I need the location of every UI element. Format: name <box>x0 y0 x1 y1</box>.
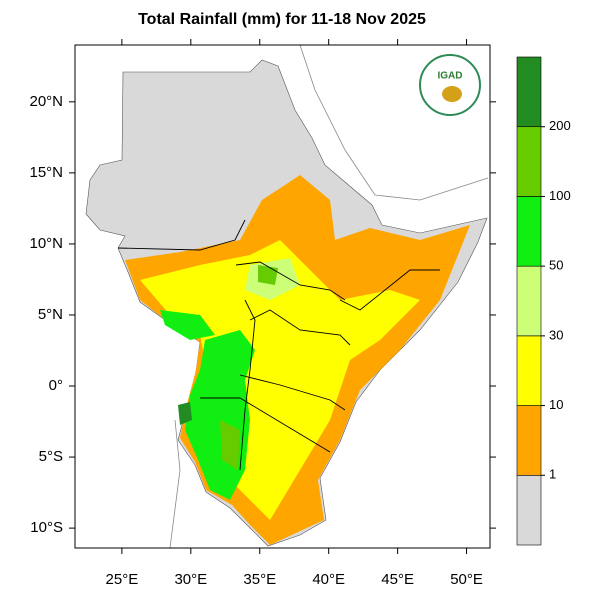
x-tick-label: 25°E <box>106 571 139 588</box>
y-tick-label: 20°N <box>29 93 63 110</box>
map-area: IGAD <box>85 44 489 549</box>
rain-area <box>258 265 278 285</box>
y-tick-label: 10°S <box>30 519 63 536</box>
y-tick-label: 10°N <box>29 235 63 252</box>
chart-title: Total Rainfall (mm) for 11-18 Nov 2025 <box>138 11 426 28</box>
x-tick-label: 45°E <box>381 571 414 588</box>
y-tick-label: 15°N <box>29 164 63 181</box>
y-tick-label: 0° <box>49 377 63 394</box>
colorbar-box <box>516 335 542 406</box>
y-tick-label: 5°N <box>38 306 63 323</box>
rain-area <box>178 402 192 425</box>
colorbar-label: 1 <box>549 467 556 482</box>
colorbar-box <box>516 474 542 546</box>
y-tick-label: 5°S <box>39 448 63 465</box>
colorbar-label: 30 <box>549 327 563 342</box>
colorbar-box <box>516 56 542 128</box>
x-tick-label: 40°E <box>312 571 345 588</box>
logo-text: IGAD <box>438 71 463 82</box>
plot-frame <box>74 44 491 549</box>
colorbar-box <box>516 265 542 337</box>
logo-icon <box>442 86 462 102</box>
colorbar-label: 100 <box>549 188 571 203</box>
colorbar-label: 10 <box>549 397 563 412</box>
rain-area <box>220 420 240 470</box>
coastline <box>299 44 489 201</box>
x-tick-label: 35°E <box>243 571 276 588</box>
x-tick-label: 30°E <box>174 571 207 588</box>
colorbar-label: 50 <box>549 258 563 273</box>
colorbar-box <box>516 196 542 267</box>
coastline <box>169 419 181 549</box>
logo <box>419 54 481 116</box>
colorbar-box <box>516 126 542 197</box>
x-tick-label: 50°E <box>450 571 483 588</box>
country-border <box>117 219 440 471</box>
rain-area <box>160 310 215 340</box>
colorbar-label: 200 <box>549 118 571 133</box>
colorbar-box <box>516 405 542 476</box>
